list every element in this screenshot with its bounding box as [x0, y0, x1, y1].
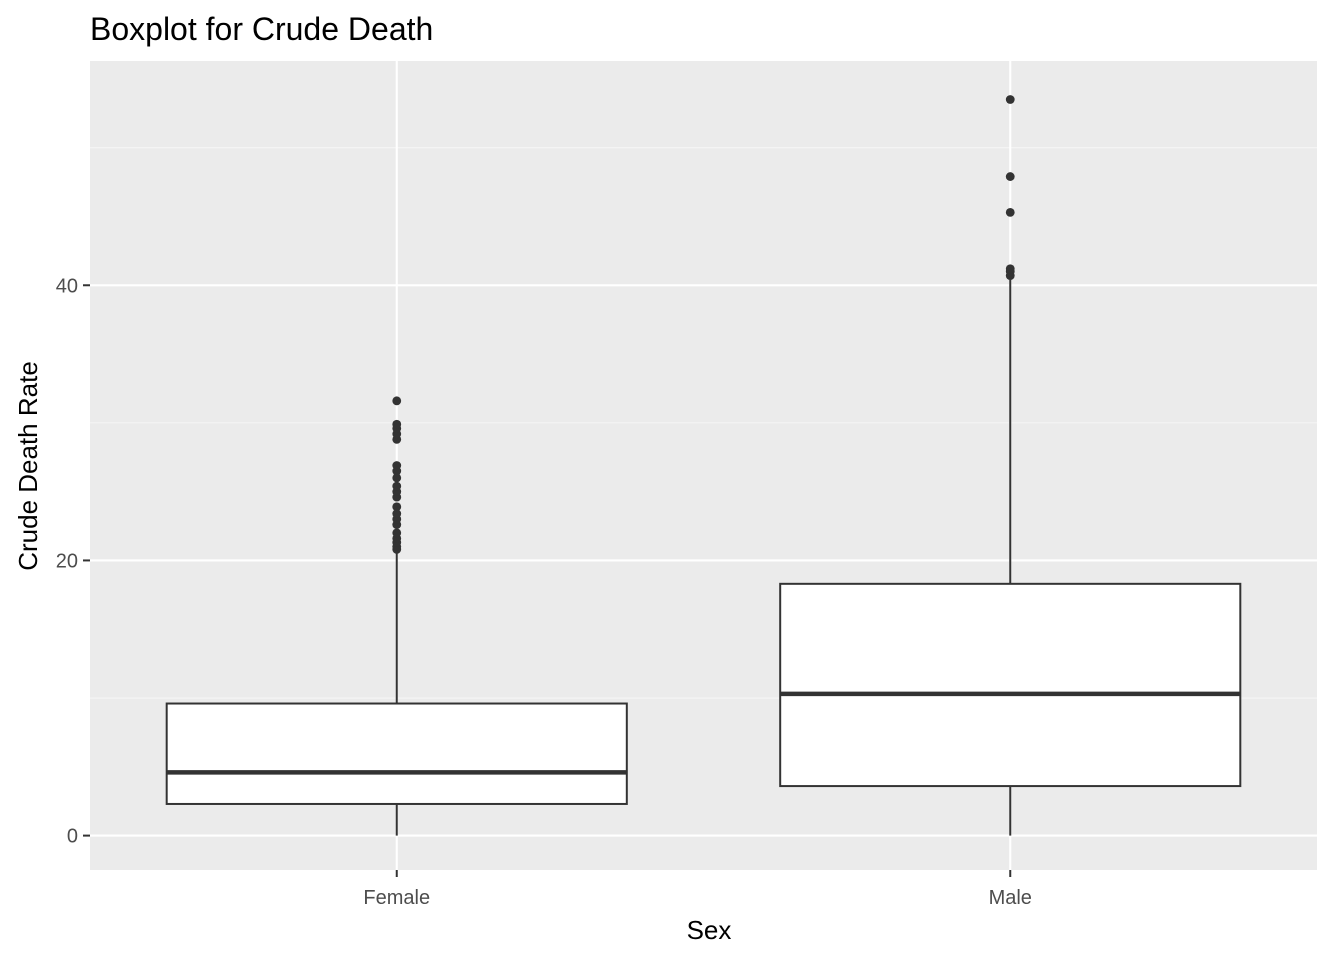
outlier-point — [1005, 264, 1015, 274]
iqr-box — [165, 702, 628, 805]
box-female — [165, 396, 628, 836]
outlier-point — [1005, 172, 1015, 181]
x-tick-label: Female — [363, 887, 430, 909]
outlier-point — [1005, 95, 1015, 104]
outlier-point — [392, 473, 402, 483]
box-male — [779, 95, 1242, 836]
outlier-point — [392, 461, 402, 470]
x-axis-title: Sex — [687, 915, 732, 945]
boxes — [165, 95, 1242, 836]
outlier-point — [392, 396, 402, 406]
outlier-point — [392, 502, 402, 512]
y-tick-label: 0 — [67, 826, 78, 848]
iqr-box — [779, 582, 1242, 788]
y-tick-label: 40 — [56, 275, 78, 297]
axes: 0 20 40 Female Male — [56, 275, 1032, 909]
chart-title: Boxplot for Crude Death — [90, 11, 433, 47]
x-tick-label: Male — [989, 887, 1032, 909]
outlier-point — [392, 528, 402, 538]
outlier-point — [392, 509, 402, 519]
outlier-point — [392, 419, 402, 429]
y-tick-label: 20 — [56, 550, 78, 572]
outlier-point — [1005, 207, 1015, 217]
y-axis-title: Crude Death Rate — [13, 361, 43, 571]
outlier-point — [392, 481, 402, 491]
